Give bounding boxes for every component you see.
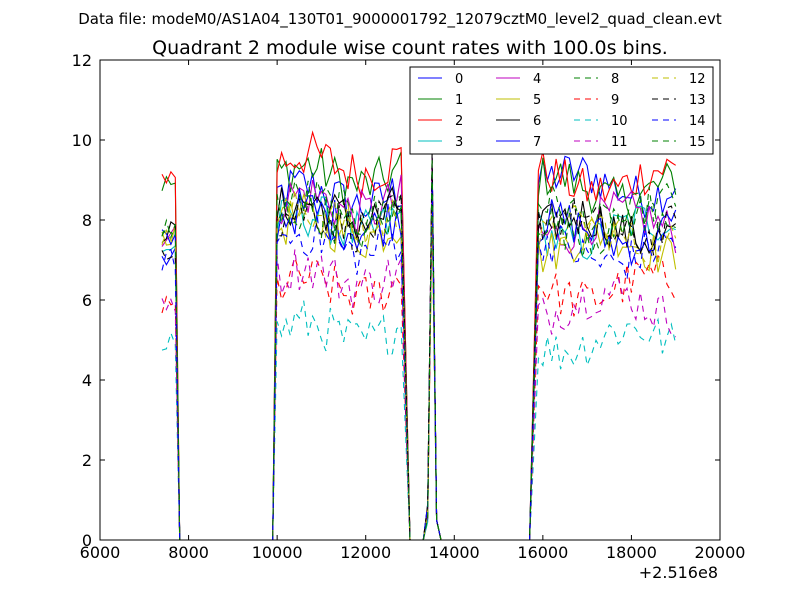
x-tick-label: 14000 [429, 543, 480, 562]
x-tick-label: 8000 [168, 543, 209, 562]
series-line-5 [161, 193, 677, 540]
legend-frame [409, 66, 714, 155]
series-line-13 [161, 152, 677, 540]
ticks-layer: 6000 8000 10000 12000 14000 16000 18000 20000 0 2… [72, 51, 746, 562]
legend-label-10: 10 [611, 114, 628, 129]
legend-label-1: 1 [455, 93, 463, 108]
x-tick-label: 12000 [340, 543, 391, 562]
y-tick-label: 6 [82, 291, 92, 310]
legend-label-5: 5 [533, 93, 541, 108]
y-tick-label: 10 [72, 131, 92, 150]
legend-label-14: 14 [689, 114, 706, 129]
x-tick-label: 18000 [606, 543, 657, 562]
series-layer [161, 130, 677, 540]
series-line-10 [161, 208, 677, 540]
legend-label-11: 11 [611, 135, 628, 150]
legend-label-8: 8 [611, 72, 619, 87]
x-offset-label: +2.516e8 [639, 563, 718, 582]
series-line-6 [161, 177, 677, 540]
legend-label-3: 3 [455, 135, 463, 150]
y-tick-label: 8 [82, 211, 92, 230]
x-tick-label: 16000 [517, 543, 568, 562]
legend-label-13: 13 [689, 93, 706, 108]
legend-label-15: 15 [689, 135, 706, 150]
legend-label-12: 12 [689, 72, 706, 87]
figure-suptitle: Data file: modeM0/AS1A04_130T01_90000017… [78, 10, 722, 29]
series-line-12 [161, 189, 677, 540]
series-line-8 [161, 178, 677, 540]
legend-label-6: 6 [533, 114, 541, 129]
legend-label-9: 9 [611, 93, 619, 108]
x-tick-label: 10000 [252, 543, 303, 562]
x-tick-label: 6000 [80, 543, 121, 562]
series-line-3 [161, 167, 676, 540]
legend-label-4: 4 [533, 72, 541, 87]
series-line-14 [161, 182, 677, 540]
y-tick-label: 4 [82, 371, 92, 390]
series-line-9 [161, 204, 677, 540]
legend-label-7: 7 [533, 135, 541, 150]
series-line-11 [161, 158, 676, 540]
series-line-15 [161, 158, 676, 540]
legend-label-0: 0 [455, 72, 463, 87]
legend-label-2: 2 [455, 114, 463, 129]
plot-area: 6000 8000 10000 12000 14000 16000 18000 20000 0 2… [72, 51, 746, 582]
y-tick-label: 2 [82, 451, 92, 470]
x-tick-label: 20000 [695, 543, 746, 562]
y-tick-label: 12 [72, 51, 92, 70]
chart-title: Quadrant 2 module wise count rates with … [152, 37, 668, 59]
y-tick-label: 0 [82, 531, 92, 550]
series-line-1 [161, 148, 677, 540]
